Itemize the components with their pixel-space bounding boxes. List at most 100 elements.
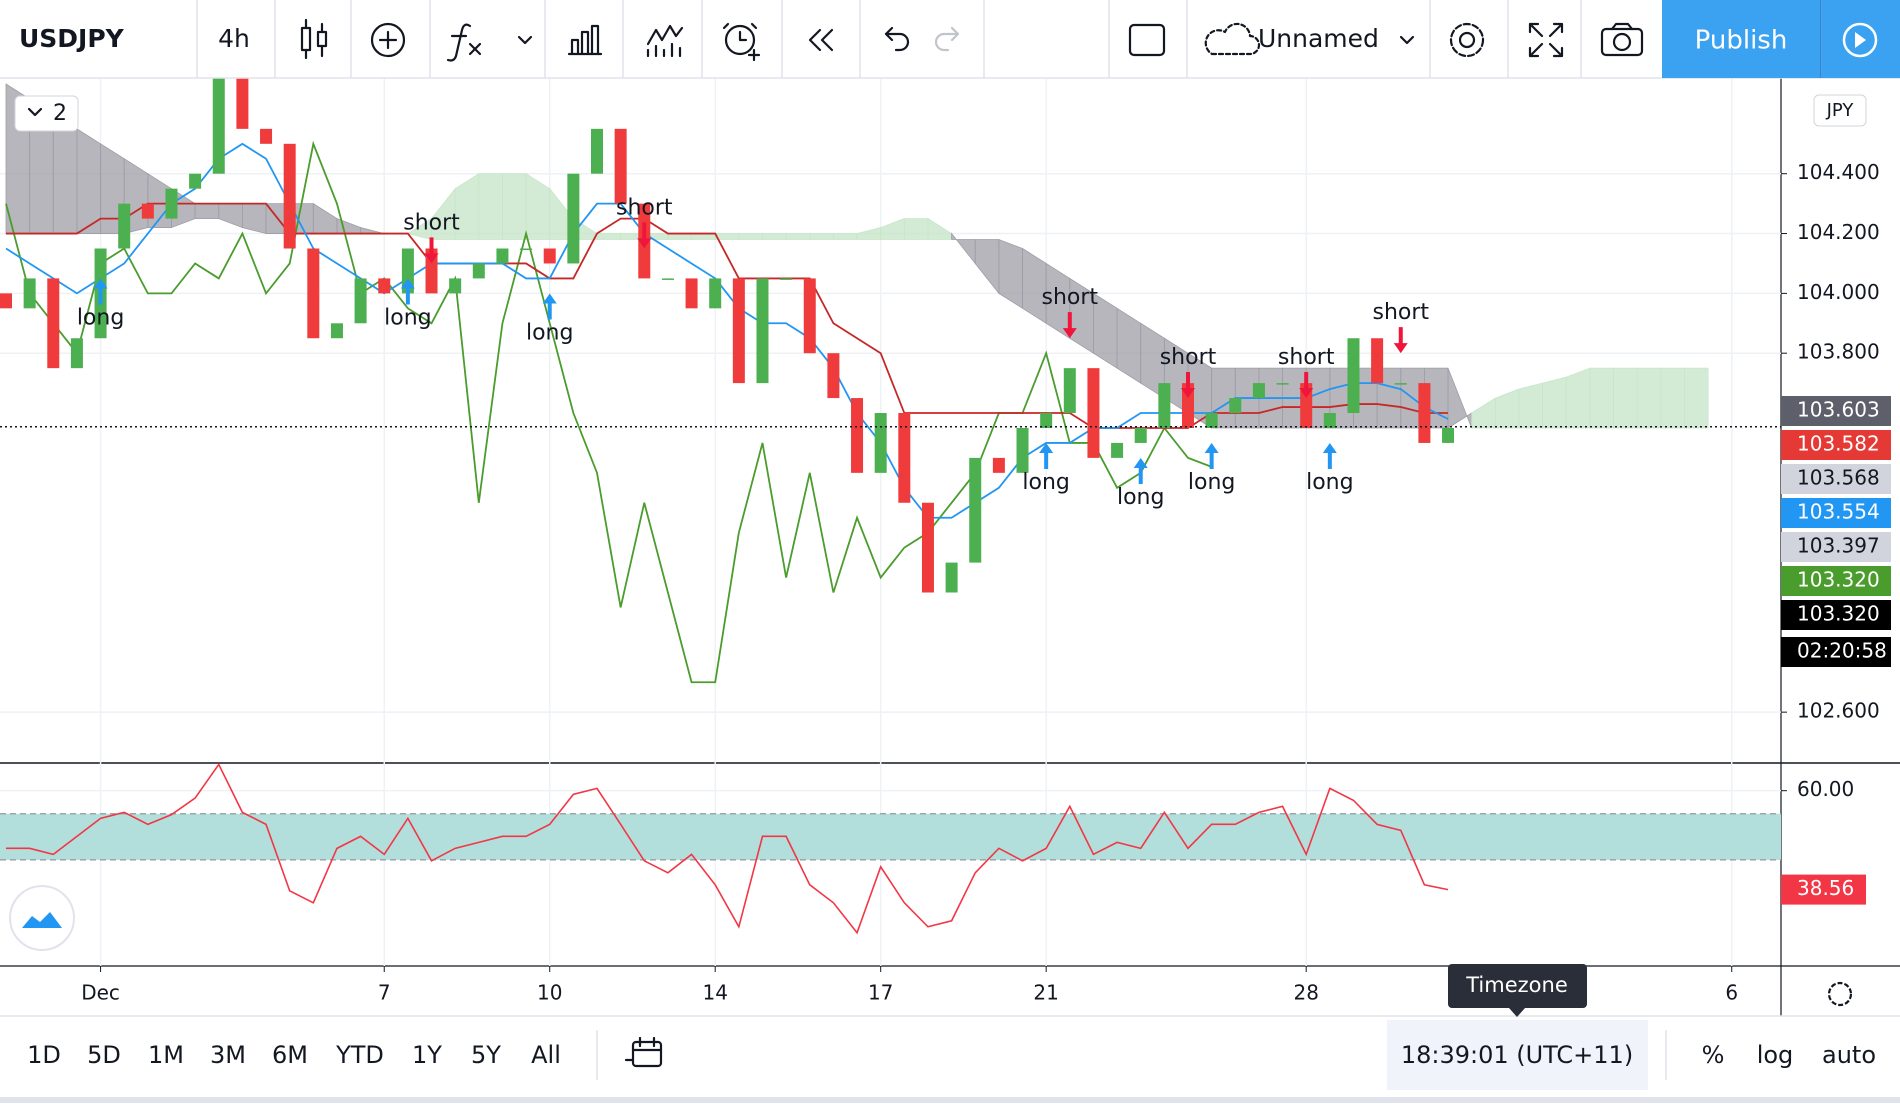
candle	[1016, 427, 1029, 473]
candle	[496, 248, 509, 264]
signal-label: short	[616, 195, 673, 220]
indicator-count[interactable]: 2	[53, 101, 67, 126]
clock-box[interactable]	[1387, 1020, 1648, 1090]
candle	[307, 248, 320, 339]
layout-name[interactable]: Unnamed	[1258, 24, 1379, 53]
candle	[1323, 413, 1336, 428]
y-tick-label: 103.800	[1797, 340, 1880, 364]
publish-label[interactable]: Publish	[1695, 26, 1788, 56]
price-tag	[1781, 396, 1891, 426]
indicators-icon[interactable]	[446, 23, 533, 62]
alert-icon[interactable]	[722, 22, 761, 62]
signal-label: long	[1022, 470, 1069, 495]
scale-option[interactable]: %	[1702, 1041, 1725, 1069]
symbol[interactable]: USDJPY	[19, 24, 125, 53]
candle	[1205, 413, 1218, 428]
overlay: 103.603 103.582 103.568 103.554 103.397 103.3…	[27, 396, 1891, 1069]
currency: JPY	[1826, 100, 1855, 121]
replay-icon[interactable]	[808, 28, 834, 52]
cloud-icon[interactable]	[1204, 22, 1261, 56]
signal-label: short	[1042, 285, 1099, 310]
range-button[interactable]: 1M	[148, 1041, 184, 1069]
cloud	[1518, 382, 1543, 429]
candle	[945, 562, 958, 593]
range-button[interactable]: All	[531, 1041, 561, 1069]
fullscreen-icon[interactable]	[1528, 22, 1564, 58]
candle	[118, 203, 131, 249]
candle	[756, 278, 769, 384]
settings-icon[interactable]	[1449, 22, 1485, 58]
cloud	[880, 218, 905, 240]
price-tag-label: 103.320	[1797, 568, 1880, 592]
candle	[614, 128, 627, 204]
x-tick-label: 10	[537, 981, 562, 1005]
candle	[898, 413, 911, 503]
screenshot-icon[interactable]	[1600, 22, 1644, 57]
layout-chevron[interactable]	[1399, 35, 1415, 45]
interval[interactable]: 4h	[218, 24, 250, 53]
range-button[interactable]: 5Y	[471, 1041, 501, 1069]
candle	[189, 173, 202, 189]
range-button[interactable]: 1Y	[412, 1041, 442, 1069]
axis-settings-icon[interactable]	[1827, 981, 1853, 1007]
goto-date-icon[interactable]	[624, 1036, 663, 1068]
candle	[378, 278, 391, 294]
undo-icon[interactable]	[884, 26, 910, 52]
candle	[354, 278, 367, 324]
price-tag-label: 103.320	[1797, 602, 1880, 626]
candle	[1111, 442, 1124, 458]
cloud	[951, 232, 976, 265]
candle	[212, 69, 225, 174]
cloud	[1684, 367, 1709, 429]
cloud	[194, 203, 220, 219]
candle	[0, 293, 12, 309]
currency-badge[interactable]	[1813, 94, 1867, 127]
templates-icon[interactable]	[567, 24, 603, 56]
candle	[472, 263, 485, 279]
range-button[interactable]: YTD	[335, 1041, 384, 1069]
conversion-line	[5, 142, 1449, 519]
scale-option[interactable]: auto	[1822, 1041, 1876, 1069]
legend-toggle[interactable]	[14, 95, 79, 132]
range-button[interactable]: 3M	[210, 1041, 246, 1069]
clock[interactable]: 18:39:01 (UTC+11)	[1401, 1041, 1633, 1069]
candle	[827, 353, 840, 399]
candle	[1182, 383, 1194, 428]
candle	[1063, 368, 1076, 414]
ideas-icon[interactable]	[646, 24, 684, 58]
candle	[685, 278, 698, 309]
compare-icon[interactable]	[370, 22, 406, 58]
range-button[interactable]: 5D	[87, 1041, 121, 1069]
candle	[141, 203, 154, 219]
signal-label: long	[1306, 470, 1353, 495]
scale-option[interactable]: log	[1757, 1041, 1794, 1069]
candle	[1300, 383, 1313, 428]
publish-button[interactable]	[1662, 0, 1821, 78]
countdown: 02:20:58	[1797, 639, 1887, 663]
price-tag-label: 103.397	[1797, 534, 1880, 558]
price-tag-label: 103.582	[1797, 432, 1880, 456]
signal-label: long	[384, 306, 431, 331]
play-triangle	[1855, 32, 1866, 48]
candle	[1347, 338, 1360, 414]
signal-arrow	[400, 278, 415, 305]
candle	[780, 278, 793, 280]
countdown-tag	[1781, 637, 1891, 667]
cloud	[998, 238, 1023, 310]
price-tag-label: 103.568	[1797, 466, 1880, 490]
rectangle-icon[interactable]	[1128, 23, 1166, 57]
chart-style-icon[interactable]	[300, 18, 328, 60]
cloud	[927, 217, 952, 240]
candle	[1134, 427, 1147, 443]
play-icon[interactable]	[1842, 22, 1878, 58]
range-button[interactable]: 6M	[272, 1041, 308, 1069]
price-tag	[1781, 566, 1891, 596]
cloud	[785, 233, 811, 240]
cloud	[856, 227, 882, 240]
candle	[921, 502, 934, 593]
redo-icon[interactable]	[934, 26, 960, 52]
signal-label: long	[77, 306, 124, 331]
rsi-line	[6, 762, 1449, 935]
logo[interactable]	[9, 885, 75, 951]
range-button[interactable]: 1D	[27, 1041, 61, 1069]
